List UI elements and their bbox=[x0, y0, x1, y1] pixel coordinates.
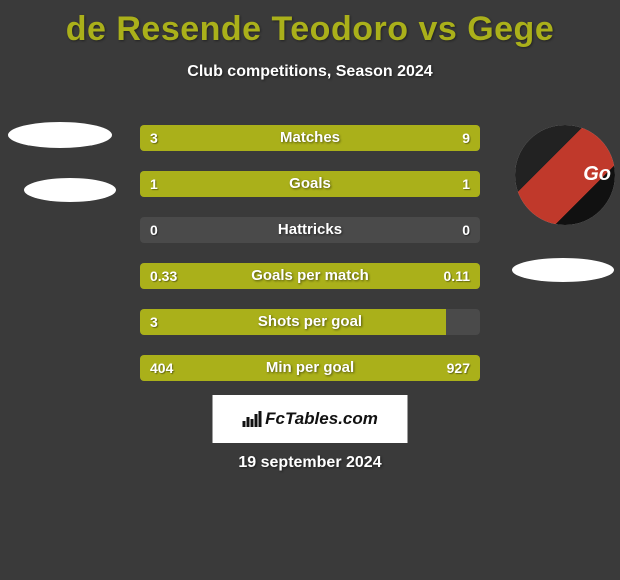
stat-bar: 404927Min per goal bbox=[140, 355, 480, 381]
brand-icon bbox=[242, 411, 262, 427]
avatar-left-ellipse-1 bbox=[8, 122, 112, 148]
stat-label: Goals per match bbox=[140, 263, 480, 289]
stat-bar: 3Shots per goal bbox=[140, 309, 480, 335]
stat-label: Goals bbox=[140, 171, 480, 197]
avatar-right-image: Go bbox=[515, 125, 615, 225]
stats-bar-group: 39Matches 11Goals 00Hattricks 0.330.11Goals… bbox=[140, 125, 480, 401]
stat-bar: 0.330.11Goals per match bbox=[140, 263, 480, 289]
comparison-title: de Resende Teodoro vs Gege bbox=[0, 0, 620, 49]
stat-bar: 39Matches bbox=[140, 125, 480, 151]
snapshot-date: 19 september 2024 bbox=[0, 454, 620, 472]
brand-text: FcTables.com bbox=[265, 409, 378, 429]
avatar-right-ellipse bbox=[512, 258, 614, 282]
stat-label: Matches bbox=[140, 125, 480, 151]
stat-label: Hattricks bbox=[140, 217, 480, 243]
stat-label: Shots per goal bbox=[140, 309, 480, 335]
comparison-subtitle: Club competitions, Season 2024 bbox=[0, 63, 620, 81]
avatar-right-caption: Go bbox=[583, 163, 611, 186]
stat-bar: 11Goals bbox=[140, 171, 480, 197]
stat-label: Min per goal bbox=[140, 355, 480, 381]
avatar-left-ellipse-2 bbox=[24, 178, 116, 202]
brand-box[interactable]: FcTables.com bbox=[213, 395, 408, 443]
stat-bar: 00Hattricks bbox=[140, 217, 480, 243]
avatar-right: Go bbox=[515, 125, 615, 225]
